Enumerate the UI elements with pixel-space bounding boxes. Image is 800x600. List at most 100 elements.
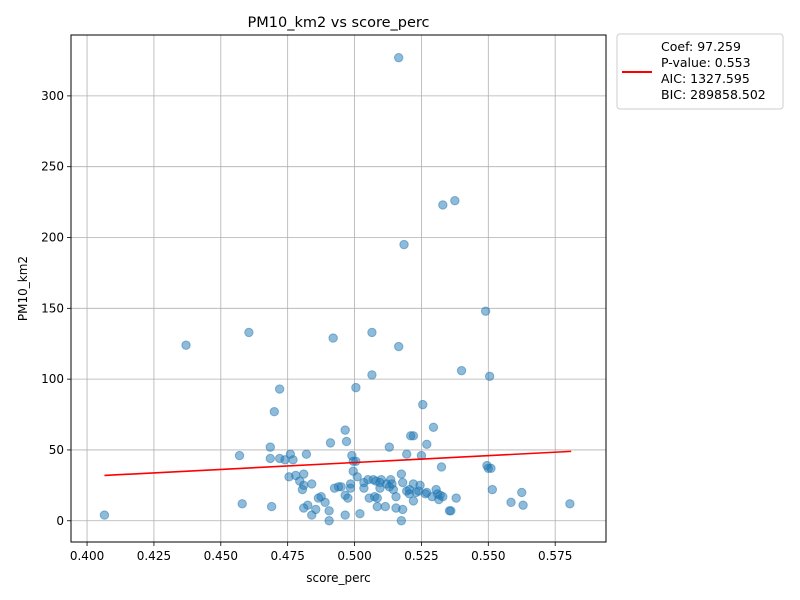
- x-tick-label: 0.450: [204, 549, 238, 563]
- data-point: [355, 508, 365, 519]
- data-point: [415, 480, 425, 491]
- y-tick-label: 50: [49, 443, 64, 457]
- data-point: [506, 497, 516, 508]
- chart-title: PM10_km2 vs score_perc: [247, 15, 429, 31]
- x-tick-label: 0.500: [337, 549, 371, 563]
- data-point: [480, 306, 491, 316]
- data-point: [367, 370, 377, 380]
- data-point: [393, 52, 404, 63]
- legend-aic: AIC: 1327.595: [661, 71, 750, 86]
- data-point: [436, 462, 447, 472]
- data-point: [340, 425, 350, 435]
- data-point: [351, 382, 361, 393]
- data-point: [265, 453, 275, 464]
- legend: Coef: 97.259 P-value: 0.553 AIC: 1327.59…: [616, 33, 784, 110]
- axis-ticks: 0.400 0.425 0.450 0.475 0.500 0.525 0.550 0.575…: [41, 89, 572, 563]
- data-point: [324, 516, 334, 526]
- data-point: [484, 371, 495, 382]
- data-point: [340, 510, 350, 520]
- data-point: [396, 516, 407, 526]
- data-point: [438, 491, 448, 502]
- data-point: [266, 501, 277, 512]
- data-point: [398, 477, 408, 488]
- data-point: [244, 327, 254, 338]
- data-point: [269, 407, 279, 417]
- data-point: [328, 333, 338, 343]
- data-point: [288, 455, 298, 465]
- plot-frame: [70, 34, 607, 543]
- data-point: [307, 479, 317, 489]
- legend-pvalue: P-value: 0.553: [661, 55, 751, 70]
- data-point: [384, 442, 395, 452]
- data-point: [565, 499, 575, 509]
- legend-box: [616, 33, 784, 110]
- legend-coef: Coef: 97.259: [661, 39, 741, 54]
- data-point: [486, 463, 496, 474]
- data-point: [299, 469, 309, 479]
- legend-bic: BIC: 289858.502: [661, 87, 766, 102]
- data-point: [517, 487, 527, 498]
- data-point: [398, 504, 408, 515]
- data-point: [367, 327, 377, 338]
- trend-layer: [104, 450, 572, 477]
- data-point: [181, 340, 191, 350]
- data-point: [301, 449, 312, 459]
- y-tick-label: 150: [41, 301, 64, 315]
- data-point: [391, 491, 401, 502]
- data-point: [265, 442, 275, 452]
- data-point: [311, 504, 321, 515]
- data-point: [408, 431, 419, 441]
- y-axis-label: PM10_km2: [16, 256, 30, 321]
- data-point: [446, 506, 456, 516]
- data-point: [343, 493, 353, 503]
- data-point: [372, 501, 382, 512]
- y-tick-label: 300: [41, 89, 64, 103]
- data-point: [341, 436, 352, 447]
- x-tick-label: 0.400: [70, 549, 104, 563]
- data-point: [324, 506, 334, 516]
- data-point: [320, 497, 330, 508]
- regression-line: [104, 450, 572, 477]
- data-point: [487, 484, 498, 495]
- data-point: [402, 449, 412, 459]
- data-point: [351, 456, 361, 466]
- data-point: [450, 195, 460, 206]
- y-tick-label: 200: [41, 231, 64, 245]
- y-tick-label: 100: [41, 372, 64, 386]
- data-point: [518, 500, 528, 510]
- data-point: [399, 239, 409, 250]
- data-point: [299, 480, 309, 491]
- data-point: [336, 482, 346, 492]
- x-tick-label: 0.425: [137, 549, 171, 563]
- data-point: [274, 384, 285, 394]
- y-tick-label: 250: [41, 160, 64, 174]
- data-point: [380, 501, 391, 512]
- data-point: [438, 200, 448, 210]
- data-point: [422, 439, 432, 449]
- data-point: [359, 483, 369, 493]
- data-point: [99, 510, 110, 520]
- data-point: [352, 472, 362, 482]
- data-point: [303, 500, 313, 510]
- data-point: [372, 493, 382, 503]
- data-point: [325, 438, 336, 448]
- data-point: [345, 483, 356, 493]
- data-point: [428, 422, 439, 432]
- data-point: [451, 493, 461, 503]
- data-point: [393, 341, 404, 352]
- x-tick-label: 0.575: [538, 549, 572, 563]
- x-tick-label: 0.525: [404, 549, 438, 563]
- data-point: [408, 496, 419, 506]
- data-point: [418, 399, 428, 410]
- data-point: [234, 450, 245, 461]
- data-point: [456, 365, 467, 376]
- y-tick-label: 0: [56, 514, 64, 528]
- data-point: [396, 469, 407, 479]
- x-tick-label: 0.550: [471, 549, 505, 563]
- x-axis-label: score_perc: [306, 571, 371, 585]
- grid: [71, 35, 606, 542]
- x-tick-label: 0.475: [270, 549, 304, 563]
- points-layer: [99, 52, 575, 526]
- data-point: [237, 499, 247, 509]
